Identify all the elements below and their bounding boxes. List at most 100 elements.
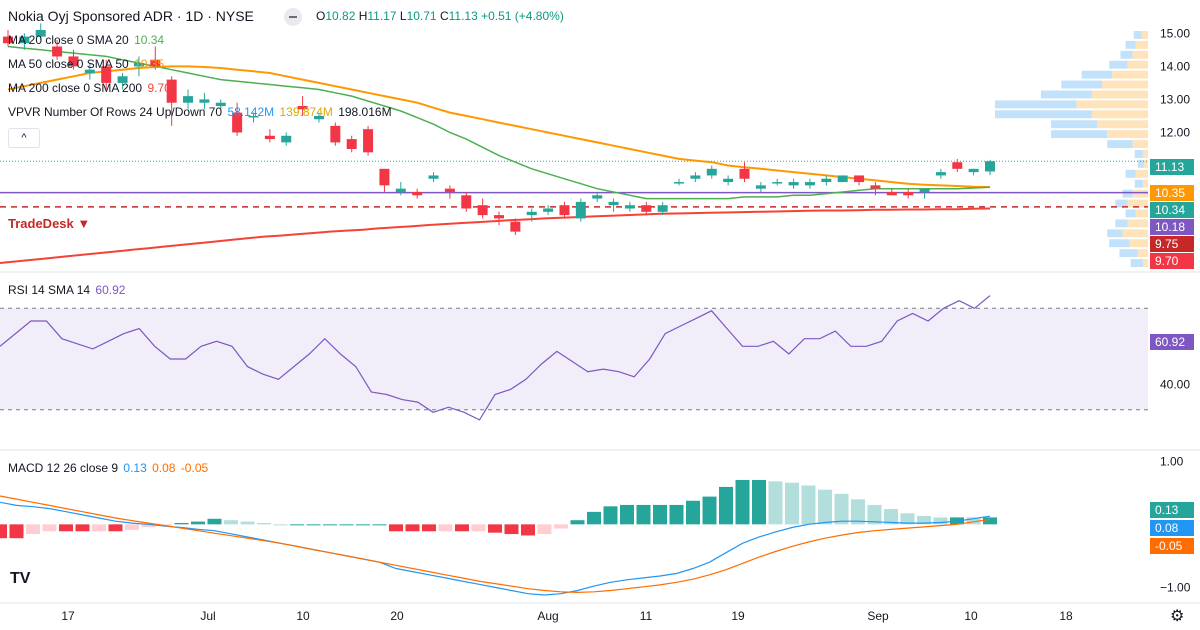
ma200-legend[interactable]: MA 200 close 0 SMA 200 9.70 xyxy=(8,80,173,96)
candle-body xyxy=(346,139,357,149)
open-label: O xyxy=(316,9,326,23)
candle-body xyxy=(772,182,783,184)
macd-hist-bar xyxy=(42,524,57,532)
vpvr-legend[interactable]: VPVR Number Of Rows 24 Up/Down 70 58.142… xyxy=(8,104,394,120)
candle-body xyxy=(248,115,259,118)
vpvr-down-bar xyxy=(1135,40,1148,49)
vpvr-down-bar xyxy=(1127,199,1148,208)
macd-hist-bar xyxy=(570,520,585,525)
macd-hist-bar xyxy=(471,524,486,532)
candle-body xyxy=(804,182,815,186)
gear-icon[interactable]: ⚙ xyxy=(1170,608,1185,625)
ma20-value: 10.34 xyxy=(134,33,165,47)
vpvr-up-bar xyxy=(1051,130,1108,139)
macd-hist-bar xyxy=(983,517,997,525)
vpvr-up-bar xyxy=(1134,179,1143,188)
vpvr-up-bar xyxy=(1137,159,1144,168)
macd-legend[interactable]: MACD 12 26 close 9 0.13 0.08 -0.05 xyxy=(8,460,210,476)
macd-axis-label: 1.00 xyxy=(1160,454,1184,468)
candle-body xyxy=(461,195,472,209)
tradedesk-marker[interactable]: TradeDesk ▼ xyxy=(8,216,91,231)
candle-body xyxy=(903,191,914,196)
vpvr-up-bar xyxy=(1133,31,1142,39)
candle-body xyxy=(3,36,13,44)
vpvr-up-bar xyxy=(1134,150,1143,158)
candle-body xyxy=(117,76,128,83)
macd-hist-bar xyxy=(290,524,304,526)
vpvr-up-bar xyxy=(1125,209,1136,218)
macd-badge-signal: -0.05 xyxy=(1150,538,1194,554)
macd-hist-bar xyxy=(141,524,156,528)
time-axis-label: Jul xyxy=(200,609,215,623)
macd-hist-bar xyxy=(356,524,370,526)
ma200-line xyxy=(0,207,991,264)
macd-hist-bar xyxy=(702,496,717,525)
candle-body xyxy=(477,205,488,216)
vpvr-up-bar xyxy=(1130,259,1143,267)
ma20-legend[interactable]: MA 20 close 0 SMA 20 10.34 xyxy=(8,32,166,48)
time-axis-label: Aug xyxy=(537,609,558,623)
ma20-line xyxy=(7,45,991,200)
candle-body xyxy=(494,215,504,219)
vpvr-down-bar xyxy=(1129,239,1148,248)
vpvr-down-bar xyxy=(1142,150,1148,158)
time-axis-label: 20 xyxy=(390,609,404,623)
macd-hist-bar xyxy=(521,524,535,536)
low-label: L xyxy=(399,9,407,23)
candle-body xyxy=(592,195,603,199)
candle-body xyxy=(755,185,766,189)
vpvr-up-value: 58.142M xyxy=(227,105,275,119)
rsi-legend[interactable]: RSI 14 SMA 14 60.92 xyxy=(8,282,127,298)
candle-body xyxy=(575,201,586,219)
more-options-icon[interactable] xyxy=(284,8,302,26)
candle-body xyxy=(428,175,439,179)
ma50-legend[interactable]: MA 50 close 0 SMA 50 10.35 xyxy=(8,56,166,72)
macd-hist-bar xyxy=(933,517,948,525)
candle-body xyxy=(330,125,341,143)
vpvr-total-value: 198.016M xyxy=(338,105,392,119)
ohlc-readout: O10.82 H11.17 L10.71 C11.13 +0.51 (+4.80… xyxy=(316,9,564,23)
macd-badge-hist: 0.13 xyxy=(1150,502,1194,518)
candle-body xyxy=(739,168,750,179)
macd-hist-bar xyxy=(867,504,882,525)
vpvr-up-bar xyxy=(1125,169,1136,178)
time-axis-label: 10 xyxy=(964,609,978,623)
candle-body xyxy=(543,208,554,212)
close-label: C xyxy=(439,9,449,23)
candle-body xyxy=(788,182,799,186)
candle-body xyxy=(690,175,701,179)
macd-hist-bar xyxy=(653,504,667,525)
macd-hist-bar xyxy=(323,524,337,526)
vpvr-up-bar xyxy=(1109,239,1130,248)
time-axis-label: 10 xyxy=(296,609,310,623)
candle-body xyxy=(837,175,848,183)
macd-hist-bar xyxy=(405,524,420,532)
macd-hist-bar xyxy=(620,504,634,525)
vpvr-label: VPVR Number Of Rows 24 Up/Down 70 xyxy=(8,105,223,119)
macd-hist-bar xyxy=(306,524,321,526)
macd-hist-bar xyxy=(257,522,271,525)
rsi-label: RSI 14 SMA 14 xyxy=(8,283,91,297)
collapse-legend-button[interactable]: ^ xyxy=(8,128,40,148)
candle-body xyxy=(985,161,995,172)
vpvr-up-bar xyxy=(1109,60,1128,69)
candle-body xyxy=(101,66,112,83)
rsi-axis-label: 40.00 xyxy=(1160,377,1190,391)
ma200-label: MA 200 close 0 SMA 200 xyxy=(8,81,143,95)
tradingview-logo[interactable]: TV xyxy=(10,570,31,587)
ma50-line xyxy=(7,65,991,188)
macd-hist-bar xyxy=(884,509,898,525)
candle-body xyxy=(281,135,292,143)
candle-body xyxy=(706,168,717,176)
macd-signal-value: 0.08 xyxy=(152,461,176,475)
candle-body xyxy=(379,168,390,186)
candle-body xyxy=(657,205,668,212)
candle-body xyxy=(444,188,455,192)
vpvr-up-bar xyxy=(1115,199,1128,208)
macd-hist-bar xyxy=(587,511,601,525)
price-axis-label: 15.00 xyxy=(1160,26,1190,40)
candle-body xyxy=(886,191,897,196)
vpvr-up-bar xyxy=(1051,120,1097,129)
macd-hist-bar xyxy=(636,504,651,525)
